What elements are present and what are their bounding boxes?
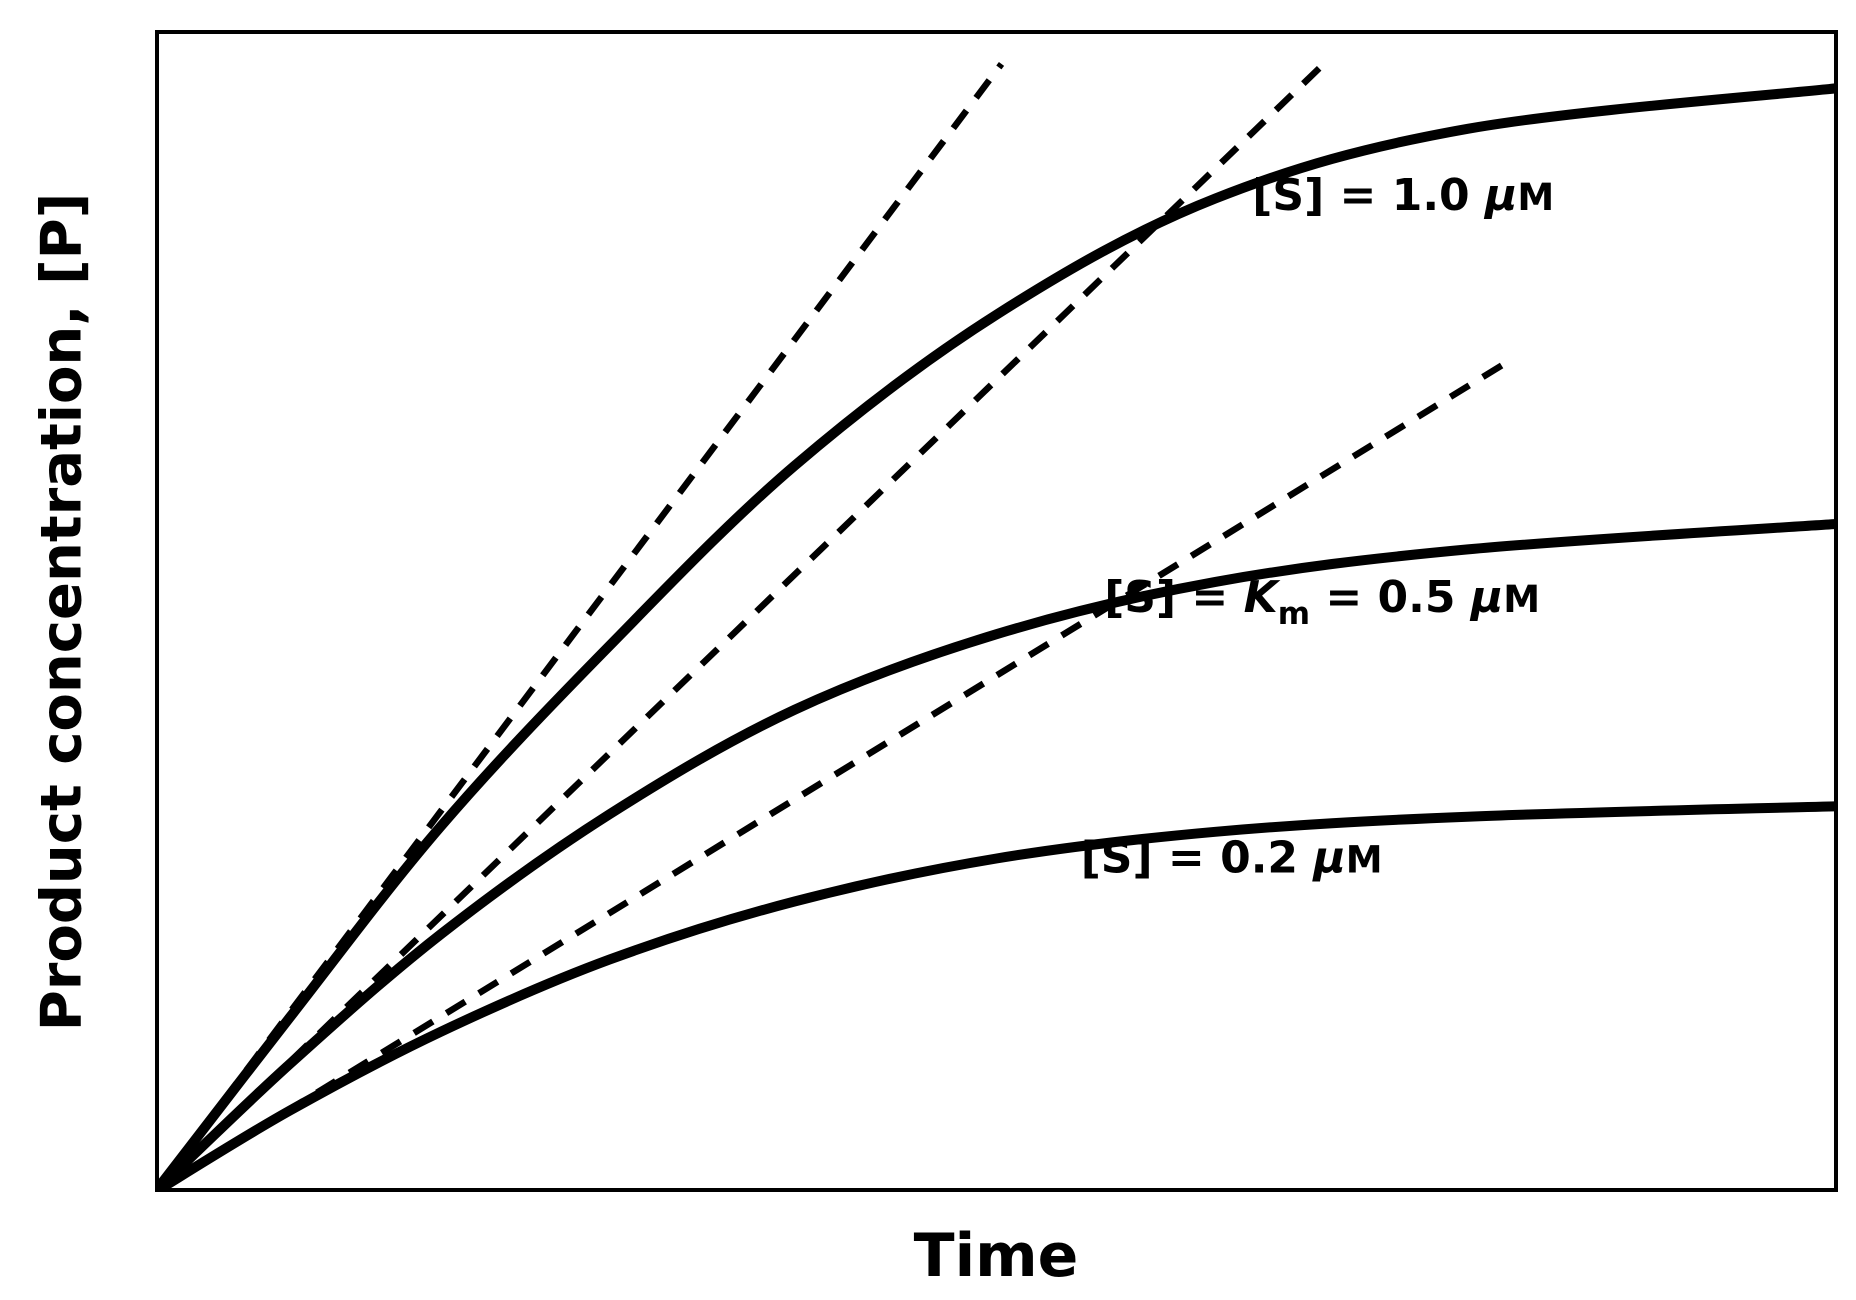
progress-curve-s-1.0uM-label: [S] = 1.0 μM	[1252, 170, 1554, 221]
y-axis-label: Product concentration, [P]	[29, 192, 95, 1032]
progress-curve-s-1.0uM	[155, 83, 1838, 1192]
x-axis-label: Time	[913, 1221, 1079, 1291]
plot-area: [S] = 1.0 μM [S] = Km = 0.5 μM [S] = 0.2 μ…	[155, 30, 1838, 1192]
progress-curve-s-0.5uM	[155, 518, 1838, 1192]
plot-frame	[155, 30, 1838, 1192]
initial-velocity-tangent-s-0.2uM	[155, 361, 1505, 1192]
progress-curve-s-0.2uM	[155, 801, 1838, 1192]
progress-curve-s-0.2uM-label: [S] = 0.2 μM	[1081, 833, 1383, 884]
chart-canvas: [S] = 1.0 μM [S] = Km = 0.5 μM [S] = 0.2 μ…	[155, 30, 1838, 1192]
progress-curve-s-0.5uM-label: [S] = Km = 0.5 μM	[1104, 572, 1540, 632]
